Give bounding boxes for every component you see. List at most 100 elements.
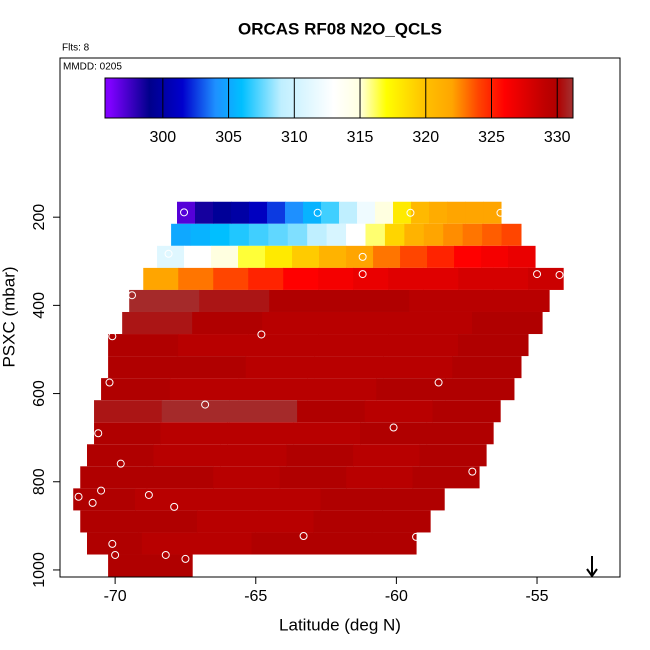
sample-point [181, 554, 190, 563]
heat-cell [176, 356, 247, 379]
heat-cell [361, 532, 417, 555]
chart-title: ORCAS RF08 N2O_QCLS [238, 19, 442, 38]
heat-cell [419, 444, 487, 467]
heat-cell [501, 223, 522, 246]
heat-cell [452, 356, 522, 379]
heat-cell [150, 554, 193, 577]
heat-cell [426, 422, 494, 445]
heat-cell [393, 201, 412, 224]
heat-cell [339, 289, 410, 312]
heat-cell [87, 532, 143, 555]
heat-cell [411, 201, 430, 224]
heat-cell [141, 532, 198, 555]
heat-cell [178, 334, 249, 357]
heat-cell [190, 223, 211, 246]
heat-cell [287, 223, 308, 246]
color-bar [104, 77, 574, 119]
heat-cell [402, 311, 473, 335]
heat-cell [314, 356, 384, 379]
heat-cell [80, 466, 148, 489]
x-tick-label: -60 [385, 588, 408, 605]
x-axis-label: Latitude (deg N) [279, 615, 401, 634]
heat-cell [285, 201, 304, 224]
heat-cell [87, 444, 155, 467]
heat-cell [184, 245, 212, 268]
heat-cell [427, 245, 455, 268]
sample-point [257, 330, 266, 339]
heat-cell [346, 466, 414, 489]
heat-cell [138, 510, 198, 533]
heat-cell [373, 245, 401, 268]
heat-cell [94, 400, 163, 423]
heat-cell [528, 267, 564, 290]
sample-point [111, 550, 120, 559]
heat-cell [346, 223, 366, 246]
heat-cell [447, 201, 466, 224]
heat-cell [108, 334, 179, 357]
heat-cell [353, 444, 421, 467]
sample-point [468, 467, 477, 476]
heat-cell [360, 422, 428, 445]
heat-cell [279, 466, 347, 489]
color-bar-label: 310 [281, 129, 308, 146]
heat-cell [101, 378, 171, 401]
sample-point [144, 490, 153, 499]
heat-cell [283, 267, 319, 290]
y-tick-label: 800 [31, 468, 48, 495]
heat-cell [196, 488, 260, 511]
sample-point [434, 378, 443, 387]
heat-cell [297, 400, 366, 423]
heat-cell [146, 466, 214, 489]
heat-cell [220, 444, 288, 467]
heat-cell [429, 201, 448, 224]
heat-cell [412, 466, 480, 489]
heat-cell [169, 378, 240, 401]
heat-cell [249, 201, 268, 224]
heat-cell [248, 334, 319, 357]
sample-point [555, 270, 564, 279]
heat-cell [303, 201, 322, 224]
heat-cell [376, 378, 446, 401]
heat-cell [238, 245, 266, 268]
heat-cell [213, 201, 232, 224]
sample-point [116, 459, 125, 468]
heat-cell [423, 267, 459, 290]
sample-point [94, 429, 103, 438]
color-bar-label: 315 [347, 129, 374, 146]
x-tick-label: -70 [104, 588, 127, 605]
heat-cell [269, 289, 340, 312]
heat-cell [384, 223, 405, 246]
heat-cell [313, 510, 373, 533]
heat-cell [382, 488, 445, 511]
sample-point [406, 208, 415, 217]
heat-cell [258, 488, 322, 511]
heat-cell [231, 201, 250, 224]
heat-cell [432, 400, 501, 423]
heat-cell [178, 267, 214, 290]
heat-cell [192, 311, 263, 335]
x-tick-label: -55 [525, 588, 548, 605]
sample-point [108, 332, 117, 341]
heat-cell [353, 267, 389, 290]
heat-cell [388, 334, 459, 357]
heat-cell [292, 245, 320, 268]
heat-cell [375, 201, 394, 224]
heat-cell [293, 422, 361, 445]
color-bar-label: 300 [149, 129, 176, 146]
sample-point [164, 249, 173, 258]
heat-cell [318, 334, 389, 357]
heat-cell [465, 201, 484, 224]
heat-cell [209, 223, 230, 246]
heat-cell [94, 422, 162, 445]
heat-cell [248, 267, 284, 290]
sample-point [201, 400, 210, 409]
heat-cell [267, 201, 286, 224]
heat-cell [227, 422, 295, 445]
sample-point [77, 546, 86, 555]
heat-cell [462, 223, 483, 246]
heat-cell [423, 223, 444, 246]
heat-cell [319, 245, 347, 268]
sample-point [496, 208, 505, 217]
sample-point [105, 378, 114, 387]
heat-cell [482, 223, 503, 246]
